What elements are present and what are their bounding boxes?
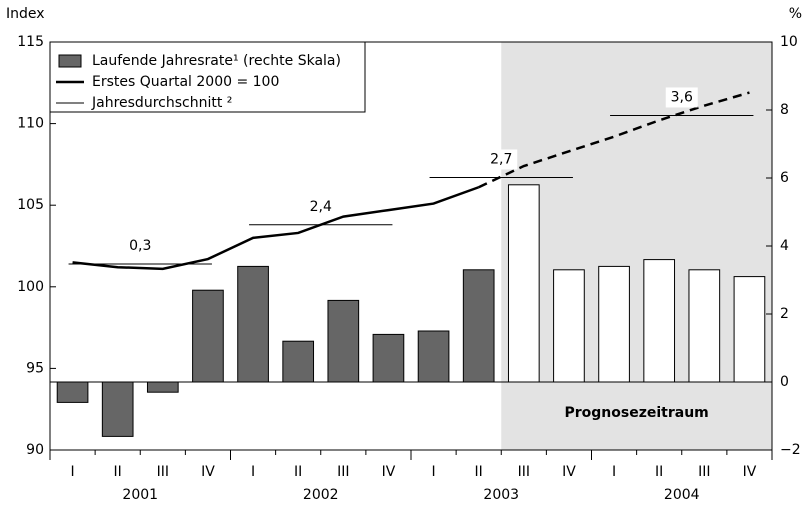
y-axis-label: Index: [6, 6, 45, 22]
bar: [507, 184, 540, 383]
x-tick-label: IV: [201, 464, 215, 480]
y2-tick-label: 2: [780, 306, 789, 322]
bar: [598, 265, 630, 383]
legend-box: [49, 41, 366, 113]
bar: [417, 330, 450, 383]
y-tick-label: 115: [17, 34, 44, 50]
x-tick-label: IV: [743, 464, 757, 480]
y2-tick-label: 6: [780, 170, 789, 186]
legend-label: Erstes Quartal 2000 = 100: [92, 74, 279, 90]
x-tick-label: IV: [562, 464, 576, 480]
bar: [688, 269, 721, 383]
bar: [553, 269, 585, 383]
x-tick-label: II: [655, 464, 663, 480]
average-label: 0,3: [129, 238, 151, 254]
x-tick-label: II: [475, 464, 483, 480]
x-tick-label: III: [157, 464, 169, 480]
x-tick-label: I: [612, 464, 616, 480]
bar: [462, 269, 495, 383]
bar: [282, 340, 315, 383]
x-tick-label: I: [431, 464, 435, 480]
average-label: 2,7: [490, 151, 512, 167]
bar: [643, 259, 676, 383]
x-tick-label: I: [70, 464, 74, 480]
forecast-region: [501, 42, 772, 450]
average-label-bg: [124, 235, 157, 256]
x-tick-label: II: [114, 464, 122, 480]
group-label: 2003: [483, 487, 519, 503]
group-label: 2001: [122, 487, 158, 503]
y-tick-label: 105: [17, 197, 44, 213]
bar: [237, 265, 269, 383]
legend-swatch: [58, 54, 82, 68]
x-tick-label: IV: [382, 464, 396, 480]
y2-tick-label: −2: [780, 442, 801, 458]
forecast-label: Prognosezeitraum: [564, 405, 708, 421]
bar: [56, 381, 89, 403]
bar: [733, 276, 766, 383]
y-tick-label: 110: [17, 116, 44, 132]
legend-label: Jahresdurchschnitt ²: [91, 95, 232, 111]
x-tick-label: III: [518, 464, 530, 480]
index-line: [72, 186, 480, 271]
bar: [101, 381, 134, 437]
x-tick-label: III: [337, 464, 349, 480]
average-label-bg: [485, 149, 518, 170]
average-label: 3,6: [671, 89, 693, 105]
group-label: 2004: [664, 487, 700, 503]
x-tick-label: III: [698, 464, 710, 480]
y2-tick-label: 4: [780, 238, 789, 254]
average-label: 2,4: [310, 199, 332, 215]
x-tick-label: I: [251, 464, 255, 480]
group-label: 2002: [303, 487, 339, 503]
average-label-bg: [665, 87, 698, 108]
y-tick-label: 90: [26, 442, 44, 458]
y-tick-label: 95: [26, 360, 44, 376]
x-tick-label: II: [294, 464, 302, 480]
y2-axis-label: %: [789, 6, 802, 22]
y2-tick-label: 0: [780, 374, 789, 390]
bar: [192, 289, 224, 383]
bar: [372, 333, 405, 383]
bar: [327, 299, 360, 383]
y2-tick-label: 8: [780, 102, 789, 118]
index-line: [478, 91, 750, 189]
y2-tick-label: 10: [780, 34, 798, 50]
legend-label: Laufende Jahresrate¹ (rechte Skala): [92, 53, 341, 69]
y-tick-label: 100: [17, 279, 44, 295]
average-label-bg: [304, 196, 337, 217]
bar: [146, 381, 179, 393]
